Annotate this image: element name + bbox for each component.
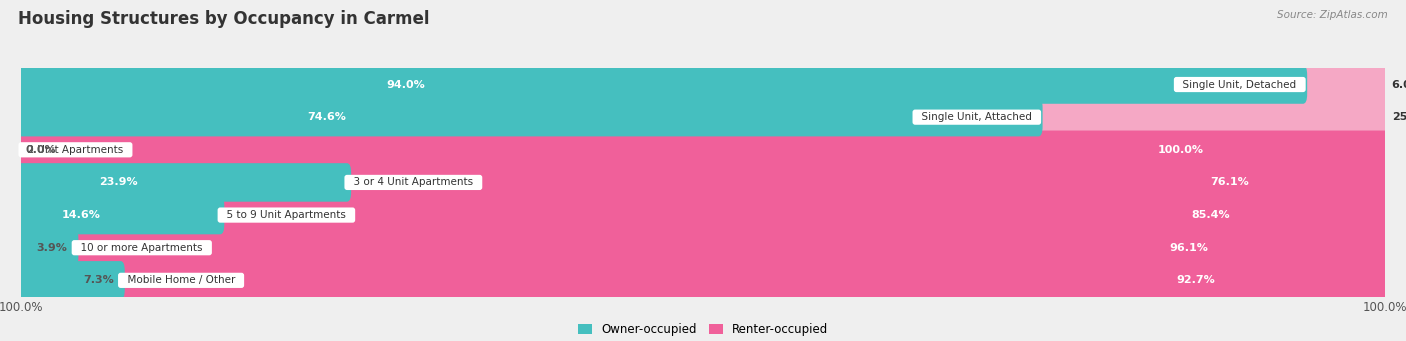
FancyBboxPatch shape: [17, 98, 1389, 136]
Text: 100.0%: 100.0%: [1157, 145, 1204, 155]
Text: 3 or 4 Unit Apartments: 3 or 4 Unit Apartments: [347, 177, 479, 188]
Text: 5 to 9 Unit Apartments: 5 to 9 Unit Apartments: [221, 210, 353, 220]
Text: 74.6%: 74.6%: [307, 112, 346, 122]
Text: 76.1%: 76.1%: [1209, 177, 1249, 188]
Text: 10 or more Apartments: 10 or more Apartments: [75, 243, 209, 253]
FancyBboxPatch shape: [17, 163, 352, 202]
Text: 94.0%: 94.0%: [387, 79, 425, 90]
FancyBboxPatch shape: [117, 261, 1389, 300]
Text: 7.3%: 7.3%: [83, 275, 114, 285]
Legend: Owner-occupied, Renter-occupied: Owner-occupied, Renter-occupied: [572, 318, 834, 341]
Text: Housing Structures by Occupancy in Carmel: Housing Structures by Occupancy in Carme…: [18, 10, 430, 28]
Text: Source: ZipAtlas.com: Source: ZipAtlas.com: [1277, 10, 1388, 20]
Text: 3.9%: 3.9%: [37, 243, 67, 253]
Text: 14.6%: 14.6%: [62, 210, 100, 220]
FancyBboxPatch shape: [1299, 65, 1389, 104]
Text: 0.0%: 0.0%: [25, 145, 56, 155]
Text: 2 Unit Apartments: 2 Unit Apartments: [21, 145, 129, 155]
FancyBboxPatch shape: [343, 163, 1389, 202]
Text: 92.7%: 92.7%: [1175, 275, 1215, 285]
Text: 96.1%: 96.1%: [1168, 243, 1208, 253]
FancyBboxPatch shape: [17, 196, 1389, 234]
FancyBboxPatch shape: [17, 65, 1389, 104]
Text: 25.4%: 25.4%: [1392, 112, 1406, 122]
FancyBboxPatch shape: [17, 261, 125, 300]
Text: Single Unit, Detached: Single Unit, Detached: [1177, 79, 1303, 90]
FancyBboxPatch shape: [17, 65, 1308, 104]
FancyBboxPatch shape: [17, 228, 1389, 267]
Text: 6.0%: 6.0%: [1392, 79, 1406, 90]
FancyBboxPatch shape: [17, 163, 1389, 202]
Text: Single Unit, Attached: Single Unit, Attached: [915, 112, 1039, 122]
FancyBboxPatch shape: [17, 98, 1043, 136]
FancyBboxPatch shape: [17, 131, 1389, 169]
Text: Mobile Home / Other: Mobile Home / Other: [121, 275, 242, 285]
FancyBboxPatch shape: [17, 131, 1389, 169]
FancyBboxPatch shape: [70, 228, 1389, 267]
Text: 85.4%: 85.4%: [1191, 210, 1229, 220]
FancyBboxPatch shape: [17, 196, 225, 234]
FancyBboxPatch shape: [17, 228, 79, 267]
FancyBboxPatch shape: [1035, 98, 1389, 136]
Text: 23.9%: 23.9%: [100, 177, 138, 188]
FancyBboxPatch shape: [217, 196, 1389, 234]
FancyBboxPatch shape: [17, 261, 1389, 300]
